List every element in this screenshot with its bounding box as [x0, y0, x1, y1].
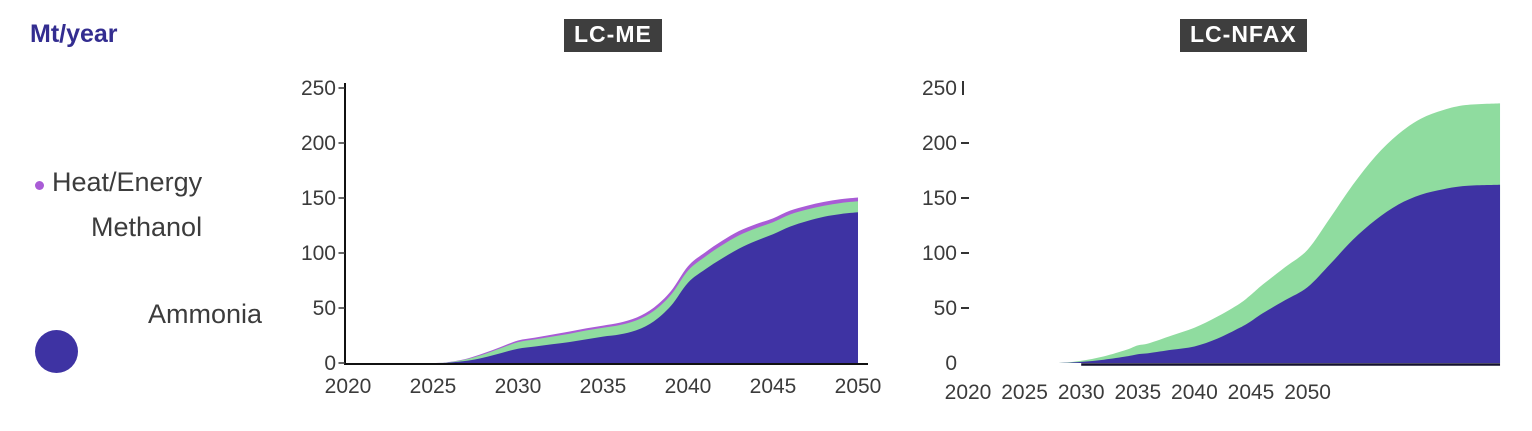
area-ammonia — [348, 212, 858, 363]
x-tick-label: 2020 — [325, 375, 372, 398]
x-tick-label: 2025 — [410, 375, 457, 398]
legend: Heat/Energy Methanol Ammonia — [0, 0, 280, 431]
y-tick-label: 250 — [922, 77, 957, 100]
x-tick-label: 2030 — [495, 375, 542, 398]
ammonia-circle-icon — [35, 330, 78, 373]
lc-nfax-plot: 250 200 150 100 50 0 2020 2025 2030 2035 2040 2045 2… — [905, 75, 1532, 420]
y-tick-label: 100 — [301, 242, 336, 265]
x-tick-label: 2020 — [945, 381, 992, 404]
area-ammonia — [968, 184, 1501, 363]
legend-item-methanol: Methanol — [91, 212, 203, 242]
chart-title-lc-me: LC-ME — [564, 19, 662, 52]
x-tick-label: 2040 — [1171, 381, 1218, 404]
x-tick-label: 2045 — [1228, 381, 1275, 404]
x-tick-label: 2035 — [1114, 381, 1161, 404]
y-tick-label: 150 — [301, 187, 336, 210]
y-tick-label: 100 — [922, 242, 957, 265]
lc-me-plot: 250 200 150 100 50 0 2020 2025 2030 2035 2040 2045 2… — [300, 75, 910, 420]
x-tick-label: 2035 — [580, 375, 627, 398]
chart-title-lc-nfax: LC-NFAX — [1180, 19, 1307, 52]
y-tick-label: 250 — [301, 77, 336, 100]
y-tick-label: 50 — [313, 297, 336, 320]
x-tick-label: 2050 — [1284, 381, 1331, 404]
y-tick-label: 200 — [922, 132, 957, 155]
y-tick-label: 200 — [301, 132, 336, 155]
legend-item-heat-energy: Heat/Energy — [52, 167, 203, 197]
y-tick-label: 0 — [324, 352, 336, 375]
y-tick-label: 0 — [945, 352, 957, 375]
x-tick-label: 2050 — [835, 375, 882, 398]
y-tick-label: 50 — [934, 297, 957, 320]
lc-nfax-svg: 250 200 150 100 50 0 2020 2025 2030 2035 2040 2045 2… — [922, 77, 1501, 404]
legend-item-ammonia: Ammonia — [148, 299, 263, 329]
heat-energy-dot-icon — [35, 181, 44, 190]
unit-label: Mt/year — [30, 20, 118, 48]
x-tick-label: 2040 — [665, 375, 712, 398]
y-tick-label: 150 — [922, 187, 957, 210]
x-tick-label: 2025 — [1001, 381, 1048, 404]
x-tick-label: 2045 — [750, 375, 797, 398]
x-tick-label: 2030 — [1058, 381, 1105, 404]
